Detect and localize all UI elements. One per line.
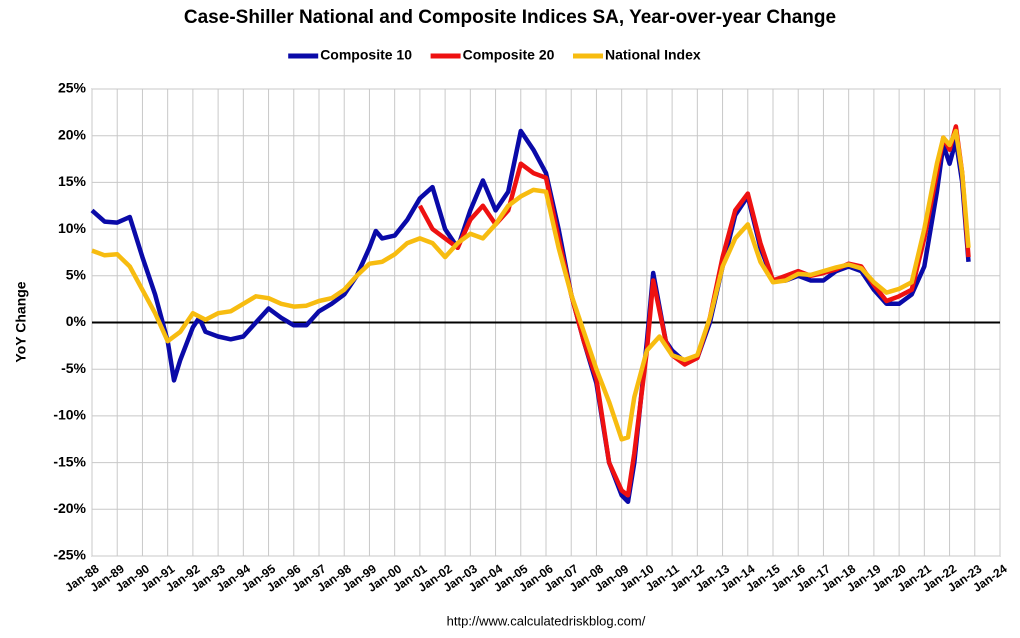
y-tick-label: -10%: [53, 407, 86, 423]
legend-label: National Index: [605, 47, 701, 63]
y-tick-label: -20%: [53, 500, 86, 516]
chart-title: Case-Shiller National and Composite Indi…: [184, 7, 836, 28]
series-line: [91, 128, 971, 442]
y-tick-label: -25%: [53, 547, 86, 563]
y-tick-label: 5%: [66, 267, 87, 283]
y-tick-label: 0%: [66, 313, 87, 329]
y-axis-label: YoY Change: [13, 281, 29, 362]
y-tick-label: 15%: [58, 173, 87, 189]
y-tick-label: 25%: [58, 80, 87, 96]
series-line: [417, 124, 971, 498]
legend-label: Composite 20: [463, 47, 555, 63]
y-tick-label: 10%: [58, 220, 87, 236]
y-tick-label: -15%: [53, 453, 86, 469]
legend-label: Composite 10: [320, 47, 412, 63]
y-tick-label: 20%: [58, 126, 87, 142]
y-tick-label: -5%: [61, 360, 86, 376]
source-note: http://www.calculatedriskblog.com/: [447, 613, 646, 628]
